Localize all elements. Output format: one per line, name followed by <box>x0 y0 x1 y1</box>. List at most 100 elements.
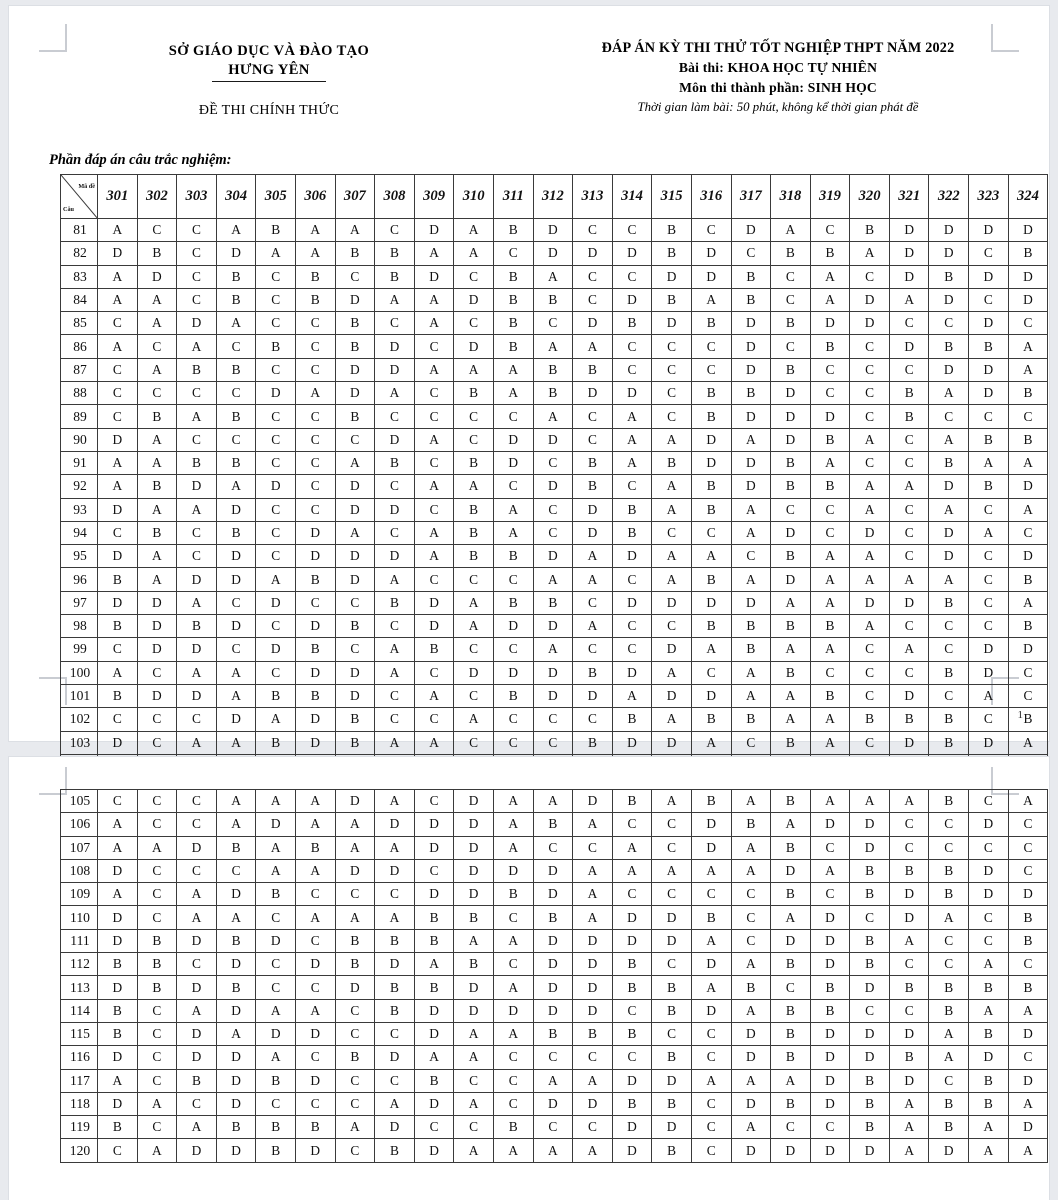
answer-cell: D <box>255 381 296 406</box>
answer-cell: B <box>928 975 970 1000</box>
answer-cell: C <box>888 614 930 639</box>
answer-cell: B <box>968 1021 1009 1047</box>
answer-cell: D <box>413 812 455 837</box>
answer-cell: B <box>770 311 811 336</box>
answer-cell: D <box>968 357 1009 383</box>
answer-cell: C <box>136 788 178 814</box>
answer-cell: A <box>651 788 692 814</box>
answer-cell: A <box>413 520 455 546</box>
answer-cell: C <box>849 334 890 359</box>
answer-cell: D <box>730 404 772 429</box>
answer-cell: A <box>572 882 613 907</box>
column-header-304: 304 <box>215 174 257 219</box>
question-number-cell: 92 <box>60 474 98 499</box>
answer-cell: C <box>453 311 494 336</box>
answer-cell: B <box>611 952 653 977</box>
answer-table-head: Mã đề Câu 301 302 303 304 305 306 307 308 309 310… <box>60 174 1049 219</box>
answer-cell: D <box>97 905 138 930</box>
answer-cell: A <box>334 450 376 476</box>
answer-cell: C <box>809 1115 851 1140</box>
answer-cell: C <box>690 1115 732 1140</box>
answer-cell: C <box>928 952 970 977</box>
question-number-cell: 98 <box>60 614 98 639</box>
question-number-cell: 85 <box>60 311 98 336</box>
answer-cell: D <box>294 952 336 977</box>
answer-table-page-2-wrapper: 105 C C C A A A D A C D A A D B A B A B A A A B C A 106 A C C A D A A D D D… <box>60 788 1049 1163</box>
answer-cell: A <box>572 544 613 569</box>
answer-cell: A <box>690 928 732 954</box>
answer-cell: D <box>651 1115 692 1140</box>
answer-cell: B <box>97 1021 138 1047</box>
answer-cell: A <box>888 1115 930 1140</box>
answer-cell: B <box>888 1045 930 1070</box>
column-header-321: 321 <box>888 174 930 219</box>
answer-cell: D <box>532 660 574 685</box>
answer-cell: D <box>215 707 257 732</box>
answer-cell: C <box>572 264 613 289</box>
answer-cell: D <box>215 1068 257 1093</box>
answer-cell: B <box>690 905 732 930</box>
answer-cell: A <box>690 637 732 662</box>
answer-cell: D <box>928 1138 970 1163</box>
answer-cell: C <box>730 882 772 907</box>
answer-cell: A <box>770 1068 811 1093</box>
answer-cell: A <box>770 590 811 616</box>
answer-cell: D <box>215 998 257 1023</box>
answer-cell: D <box>97 928 138 954</box>
answer-cell: D <box>928 287 970 313</box>
answer-cell: C <box>849 404 890 429</box>
answer-cell: B <box>651 1045 692 1070</box>
answer-cell: C <box>453 637 494 662</box>
column-header-305: 305 <box>255 174 296 219</box>
answer-cell: B <box>888 975 930 1000</box>
answer-cell: A <box>809 788 851 814</box>
answer-cell: C <box>532 450 574 476</box>
answer-cell: B <box>928 858 970 884</box>
answer-cell: A <box>1007 590 1049 616</box>
answer-cell: A <box>1007 1138 1049 1163</box>
answer-cell: A <box>334 1115 376 1140</box>
answer-cell: D <box>1007 882 1049 907</box>
answer-cell: B <box>215 835 257 860</box>
answer-cell: A <box>413 427 455 452</box>
answer-cell: D <box>215 1091 257 1117</box>
table-row: 91 A A B B C C A B C B D C B A B D D B A C C B A A <box>60 450 1049 476</box>
answer-cell: B <box>928 334 970 359</box>
answer-cell: C <box>968 590 1009 616</box>
crop-mark-top-right <box>991 24 1019 52</box>
answer-cell: C <box>492 404 534 429</box>
answer-cell: D <box>928 357 970 383</box>
exam-duration: Thời gian làm bài: 50 phút, không kể thờ… <box>637 99 919 114</box>
answer-cell: D <box>611 287 653 313</box>
answer-cell: B <box>690 474 732 499</box>
answer-cell: C <box>690 1138 732 1163</box>
answer-cell: C <box>294 928 336 954</box>
answer-cell: B <box>928 788 970 814</box>
answer-cell: C <box>374 520 415 546</box>
answer-cell: D <box>888 334 930 359</box>
table-row: 89 C B A B C C B C C C C A C A C B D D D C B C C C <box>60 404 1049 429</box>
table-row: 101 B D D A B B D C A C B D D A D D A A B C D C A C <box>60 683 1049 709</box>
answer-cell: B <box>215 357 257 383</box>
answer-cell: C <box>492 707 534 732</box>
answer-cell: C <box>968 567 1009 592</box>
answer-cell: A <box>849 241 890 266</box>
answer-cell: A <box>176 590 217 616</box>
answer-cell: A <box>374 637 415 662</box>
answer-cell: C <box>492 905 534 930</box>
answer-cell: D <box>611 1115 653 1140</box>
answer-cell: A <box>809 590 851 616</box>
answer-cell: C <box>1007 311 1049 336</box>
answer-cell: D <box>374 1115 415 1140</box>
answer-cell: A <box>968 450 1009 476</box>
answer-cell: A <box>413 287 455 313</box>
answer-cell: C <box>809 835 851 860</box>
answer-cell: B <box>294 264 336 289</box>
answer-cell: C <box>334 590 376 616</box>
answer-cell: A <box>492 497 534 522</box>
answer-cell: D <box>532 998 574 1023</box>
answer-cell: C <box>97 404 138 429</box>
question-number-cell: 120 <box>60 1138 98 1163</box>
answer-cell: D <box>809 928 851 954</box>
